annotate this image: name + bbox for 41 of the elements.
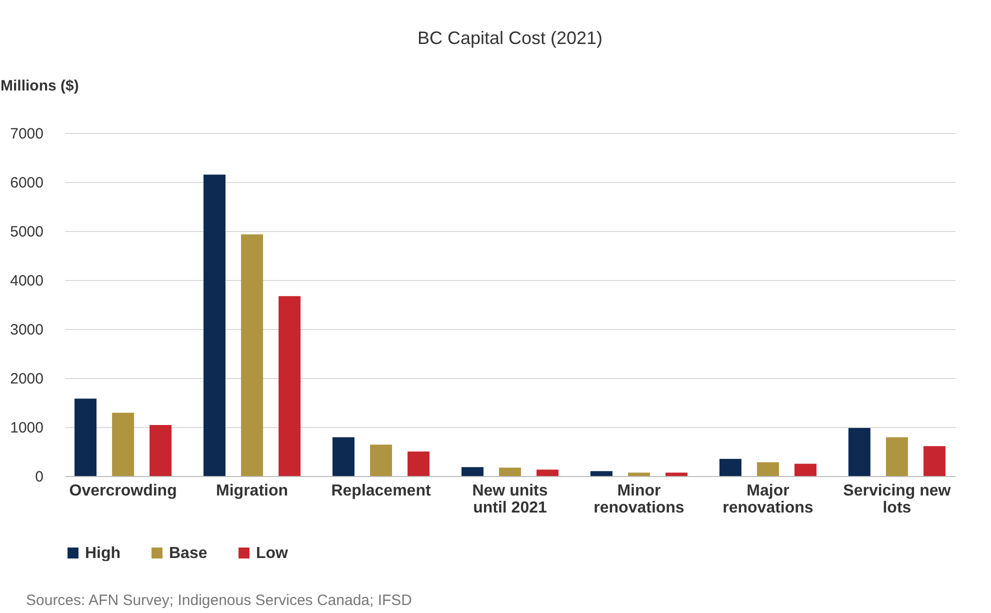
x-tick-label: Servicing new lots [843,482,952,516]
bar [278,296,301,476]
bar [666,472,688,476]
bar [848,428,870,476]
y-tick-label: 5000 [10,224,44,240]
bar [794,464,816,476]
x-tick-label: Overcrowding [69,482,177,500]
bar [499,468,521,476]
source-note: Sources: AFN Survey; Indigenous Services Canada; IFSD [26,592,412,609]
bar [150,425,172,476]
y-axis-title: Millions ($) [0,78,79,94]
x-tick-label: Minor renovations [594,482,684,516]
y-tick-label: 3000 [10,322,44,338]
bar [332,437,354,476]
y-tick-label: 0 [35,468,44,486]
y-tick-label: 6000 [10,174,44,192]
bar [204,174,226,476]
legend-label: Low [256,545,289,562]
bar [112,412,134,476]
bar [370,444,392,476]
bar [756,462,779,476]
legend-label: Base [169,545,208,562]
x-tick-label: Major renovations [722,482,814,516]
y-tick-label: 7000 [10,126,44,142]
bar [886,437,908,476]
chart-title: BC Capital Cost (2021) [417,28,603,48]
x-tick-label: New units until 2021 [472,482,548,516]
x-tick-label: Replacement [331,482,432,500]
bar [461,467,484,476]
bar [241,234,264,476]
bar [590,471,612,476]
bar [628,472,650,476]
y-tick-label: 1000 [10,420,44,436]
y-tick-label: 2000 [10,370,44,388]
bar [923,446,946,476]
x-tick-label: Migration [216,482,288,500]
bar [536,470,559,476]
bar [74,398,97,476]
bar [719,458,742,476]
bar [408,452,430,476]
y-tick-label: 4000 [10,272,44,290]
